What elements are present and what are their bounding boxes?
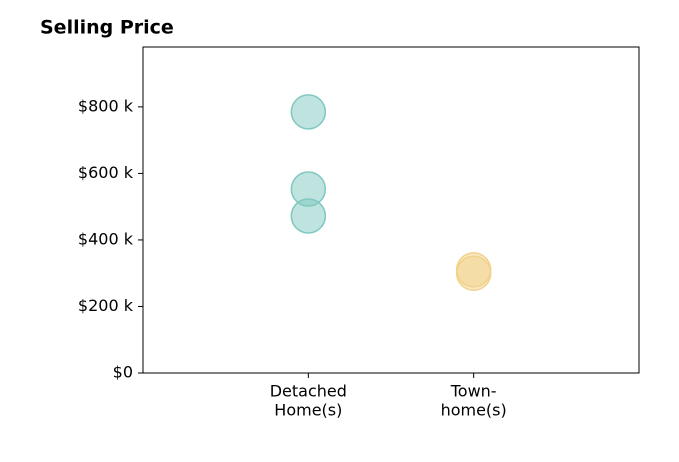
y-tick-label: $0 — [113, 363, 133, 382]
x-tick-label: Detached — [270, 382, 347, 401]
point — [290, 94, 327, 130]
y-tick-label: $600 k — [78, 163, 134, 182]
x-tick-label: Home(s) — [274, 401, 342, 420]
x-tick-label: Town- — [450, 382, 497, 401]
y-tick-label: $400 k — [78, 229, 134, 248]
plot-frame — [142, 46, 640, 374]
x-tick-label: home(s) — [441, 401, 507, 420]
chart-title: Selling Price — [40, 17, 174, 39]
point — [455, 255, 492, 291]
point — [290, 198, 327, 234]
y-tick-label: $800 k — [78, 96, 134, 115]
y-tick-label: $200 k — [78, 296, 134, 315]
